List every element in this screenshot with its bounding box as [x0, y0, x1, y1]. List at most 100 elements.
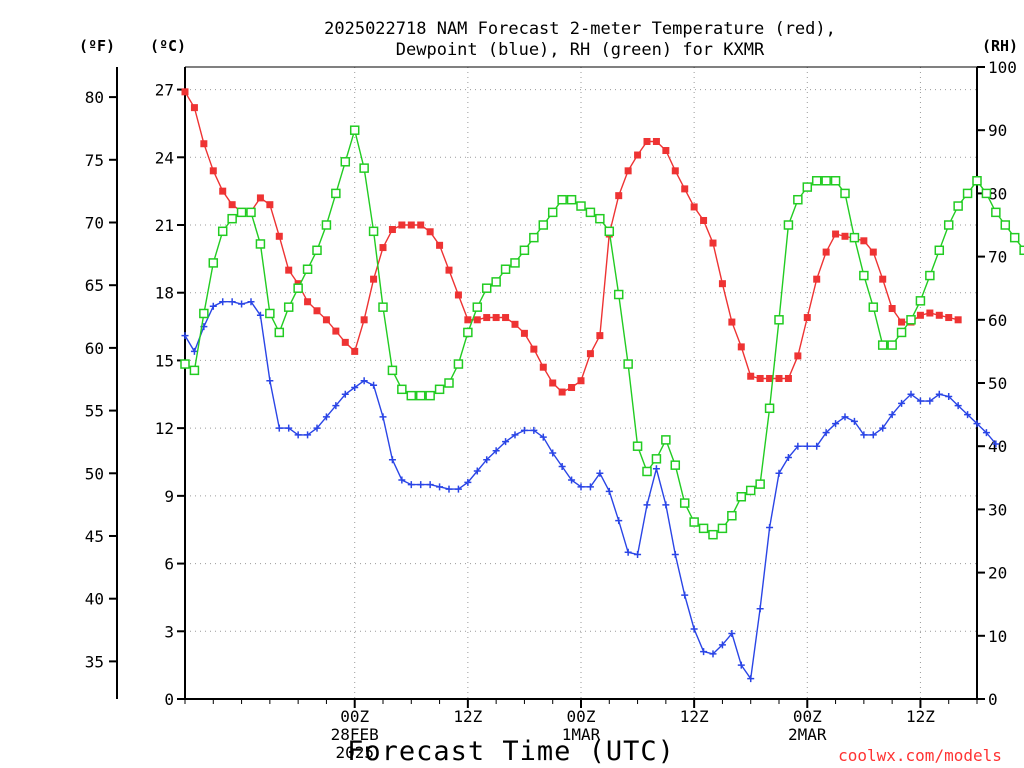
celsius-tick-label: 24 — [155, 148, 174, 167]
temperature-point — [473, 316, 481, 324]
temperature-point — [351, 347, 359, 355]
rh-point — [425, 390, 435, 401]
rh-tick-label: 20 — [988, 564, 1007, 583]
rh-point — [444, 378, 454, 388]
rh-point — [538, 220, 549, 230]
dewpoint-point — [982, 429, 990, 437]
dewpoint-point — [860, 431, 868, 439]
rh-point — [906, 315, 916, 325]
x-tick-label: 12Z — [453, 707, 482, 726]
dewpoint-point — [784, 453, 792, 461]
x-tick-label: 00Z — [567, 707, 596, 726]
temperature-point — [888, 305, 896, 313]
x-tick-label: 28FEB — [331, 725, 379, 744]
rh-point — [415, 390, 426, 401]
rh-point — [246, 207, 256, 218]
dewpoint-point — [794, 442, 802, 450]
temperature-point — [454, 291, 462, 299]
dewpoint-point — [916, 397, 924, 405]
temperature-point — [860, 237, 868, 245]
temperature-point — [483, 314, 491, 322]
dewpoint-point — [370, 381, 378, 389]
rh-point — [368, 226, 379, 237]
temperature-point — [954, 316, 962, 324]
celsius-tick-label: 3 — [164, 622, 174, 641]
axes: 0 3 6 9 12 15 18 21 24 27 35 40 45 50 55 60 65 70 75 80 0 10 2… — [85, 58, 1017, 762]
dewpoint-point — [605, 487, 613, 495]
temperature-point — [784, 374, 792, 382]
dewpoint-point — [322, 413, 330, 421]
dewpoint-point — [832, 420, 840, 428]
fahrenheit-tick-label: 45 — [85, 527, 104, 546]
temperature-point — [181, 88, 189, 96]
dewpoint-point — [954, 402, 962, 410]
rh-point — [576, 201, 586, 211]
x-tick-label: 00Z — [793, 707, 822, 726]
dewpoint-point — [360, 377, 368, 385]
dewpoint-point — [539, 433, 547, 441]
dewpoint-point — [926, 397, 934, 405]
rh-point — [840, 188, 850, 199]
dewpoint-point — [803, 442, 811, 450]
rh-point — [670, 460, 681, 470]
rh-point — [811, 176, 822, 186]
rh-point — [500, 264, 511, 274]
rh-point — [755, 479, 765, 489]
rh-tick-label: 10 — [988, 627, 1007, 646]
temperature-point — [634, 151, 642, 159]
dewpoint-point — [747, 675, 755, 683]
dewpoint-point — [520, 426, 528, 434]
rh-point — [802, 182, 813, 192]
dewpoint-point — [398, 476, 406, 484]
rh-point — [868, 302, 879, 312]
temperature-point — [690, 203, 698, 211]
temperature-point — [756, 374, 764, 382]
credit-text: coolwx.com/models — [838, 746, 1002, 765]
rh-point — [972, 176, 982, 186]
dewpoint-point — [266, 377, 274, 385]
rh-point — [283, 302, 294, 312]
rh-point — [227, 213, 237, 224]
celsius-unit-label: (ºC) — [150, 37, 186, 55]
rh-point — [821, 176, 831, 186]
rh-point — [717, 523, 728, 534]
dewpoint-point — [294, 431, 302, 439]
temperature-point — [794, 352, 802, 360]
temperature-point — [586, 350, 594, 358]
rh-point — [519, 245, 530, 256]
dewpoint-point — [304, 431, 312, 439]
dewpoint-point — [718, 641, 726, 649]
dewpoint-point — [492, 447, 500, 455]
temperature-point — [426, 228, 434, 236]
dewpoint-point — [964, 411, 972, 419]
x-axis-title: Forecast Time (UTC) — [347, 736, 675, 767]
rh-tick-label: 100 — [988, 58, 1017, 77]
dewpoint-point — [181, 332, 189, 340]
rh-point — [981, 188, 992, 199]
dewpoint-point — [473, 467, 481, 475]
dewpoint-point — [888, 411, 896, 419]
fahrenheit-tick-label: 80 — [85, 88, 104, 107]
fahrenheit-tick-label: 70 — [85, 213, 104, 232]
dewpoint-series — [181, 298, 1000, 683]
dewpoint-point — [247, 298, 255, 306]
rh-point — [774, 315, 784, 325]
temperature-point — [530, 345, 538, 353]
dewpoint-point — [652, 465, 660, 473]
rh-point — [199, 308, 209, 319]
dewpoint-point — [341, 390, 349, 398]
rh-tick-label: 40 — [988, 437, 1007, 456]
dewpoint-point — [388, 456, 396, 464]
temperature-point — [596, 332, 604, 340]
fahrenheit-tick-label: 35 — [85, 652, 104, 671]
temperature-point — [898, 318, 906, 326]
temperature-point — [549, 379, 557, 387]
dewpoint-point — [586, 483, 594, 491]
temperature-point — [935, 311, 943, 319]
dewpoint-point — [454, 485, 462, 493]
temperature-point — [502, 314, 510, 322]
temperature-point — [520, 329, 528, 337]
rh-point — [651, 454, 662, 464]
rh-point — [265, 308, 275, 319]
